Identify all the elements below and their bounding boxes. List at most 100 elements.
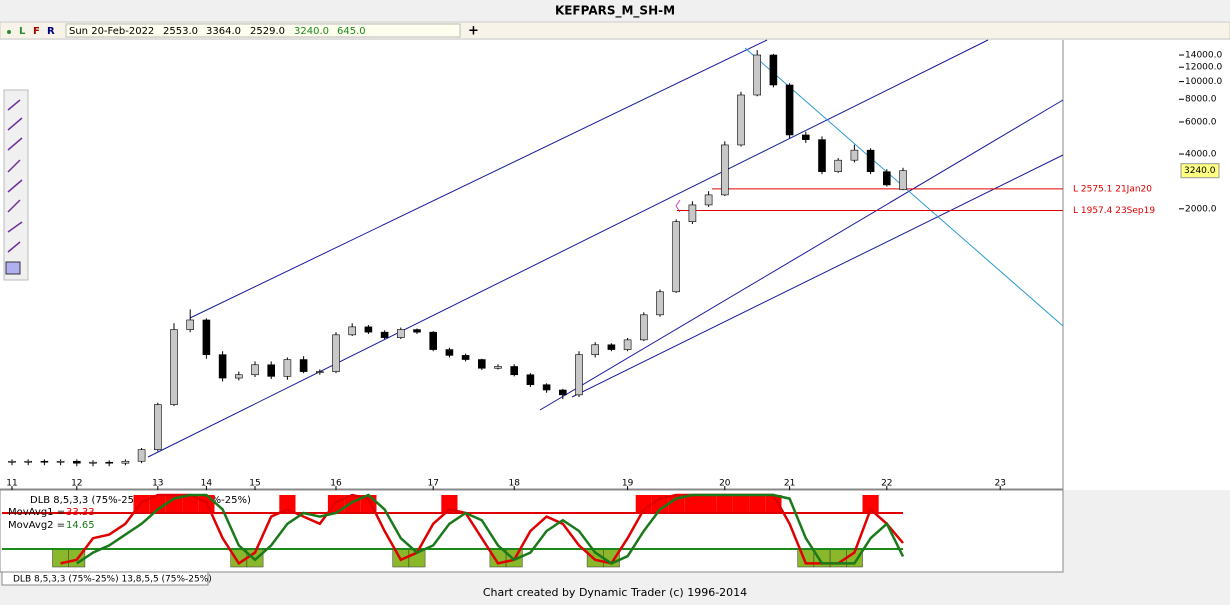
overbought-zone (441, 495, 458, 513)
y-tick-label: 8000.0 (1185, 95, 1217, 105)
legend-label: MovAvg1 = (8, 507, 65, 518)
candle-body (445, 349, 454, 356)
candle-body (639, 314, 648, 341)
readout-open: 2553.0 (163, 26, 198, 37)
channel-line (147, 39, 989, 458)
candle-body (882, 171, 891, 186)
toolbar-button[interactable]: L (19, 26, 26, 37)
overbought-zone (165, 495, 183, 513)
candle-body (801, 134, 810, 140)
candle-body (834, 159, 843, 172)
level-label: L 2575.1 21Jan20 (1073, 184, 1152, 194)
candle-body (704, 194, 713, 206)
overbought-zone (765, 495, 782, 513)
x-tick-label: 19 (622, 479, 634, 489)
candle-body (8, 460, 16, 463)
candle-body (121, 460, 130, 464)
candle-body (24, 460, 33, 463)
candle-body (364, 326, 373, 333)
candle-body (267, 364, 276, 377)
candle-body (170, 329, 178, 405)
tool-palette (3, 89, 29, 281)
footer: Chart created by Dynamic Trader (c) 1996… (483, 586, 747, 599)
readout-close: 3240.0 (294, 26, 329, 37)
readout-volume: 645.0 (337, 26, 366, 37)
oversold-zone (52, 548, 69, 568)
toolbar-button[interactable]: R (47, 26, 55, 37)
candle-body (429, 331, 438, 350)
overbought-zone (635, 495, 652, 513)
candle-body (332, 334, 340, 372)
level-label: L 1957.4 23Sep19 (1073, 206, 1155, 216)
candle-body (542, 384, 551, 391)
y-tick-label: 4000.0 (1185, 150, 1217, 160)
readout-date: Sun 20-Feb-2022 (69, 26, 154, 37)
panel-tab[interactable] (1, 571, 209, 586)
candle-body (850, 149, 859, 161)
candle-body (785, 84, 794, 136)
crosshair-icon[interactable]: + (468, 24, 479, 39)
overbought-zone (684, 495, 701, 513)
candle-body (461, 355, 470, 360)
candle-body (235, 374, 243, 379)
candle-body (591, 344, 600, 355)
legend-value: 14.65 (66, 520, 95, 531)
candle-body (753, 54, 762, 96)
y-tick-label: 12000.0 (1185, 63, 1222, 73)
channel-lines (147, 39, 1064, 458)
x-tick-label: 12 (71, 479, 82, 489)
candle-body (866, 149, 875, 172)
x-tick-label: 17 (427, 479, 438, 489)
tool-icon[interactable] (5, 261, 21, 275)
readout-low: 2529.0 (250, 26, 285, 37)
x-tick-label: 18 (508, 479, 520, 489)
chart-title: KEFPARS_M_SH-M (555, 4, 675, 19)
candle-body (186, 319, 194, 330)
channel-line (539, 99, 1064, 411)
candle-body (137, 449, 146, 462)
overbought-zone (279, 495, 296, 513)
last-price: 3240.0 (1184, 166, 1216, 176)
candle-body (154, 404, 162, 450)
candle-body (283, 359, 292, 377)
candle-body (737, 94, 745, 146)
overbought-zone (651, 495, 669, 513)
readout-high: 3364.0 (206, 26, 241, 37)
legend-value: 33.33 (66, 507, 95, 518)
candle-body (218, 354, 227, 379)
candle-body (315, 371, 324, 373)
tool-icons[interactable] (7, 99, 23, 253)
candle-body (818, 139, 826, 172)
toolbar-button[interactable]: F (33, 26, 40, 37)
overbought-zone (182, 495, 199, 513)
overbought-zone (149, 495, 166, 513)
candle-body (494, 366, 502, 369)
channel-line (571, 154, 1064, 398)
candle-body (656, 291, 664, 316)
x-tick-label: 15 (249, 479, 260, 489)
overbought-zone (749, 495, 766, 513)
candle-body (623, 339, 632, 350)
candle-body (672, 221, 681, 293)
panel-tab-label[interactable]: DLB 8,5,3,3 (75%-25%) 13,8,5,5 (75%-25%) (13, 575, 212, 585)
candle-body (380, 331, 389, 338)
y-tick-label: 14000.0 (1185, 51, 1222, 61)
x-tick-label: 16 (330, 479, 342, 489)
overbought-zone (700, 495, 717, 513)
y-tick-label: 2000.0 (1185, 204, 1217, 214)
candle-body (202, 319, 211, 355)
y-tick-label: 10000.0 (1185, 77, 1222, 87)
candle-body (899, 170, 907, 190)
candle-body (105, 461, 113, 464)
candle-body (575, 354, 583, 396)
candle-body (720, 144, 729, 196)
candle-body (413, 329, 421, 333)
candle-body (558, 389, 567, 396)
candle-body (73, 460, 81, 464)
x-tick-label: 11 (6, 479, 17, 489)
plot-area (0, 40, 1230, 490)
overbought-zone (716, 495, 733, 513)
status-dot (7, 30, 11, 34)
readout-box (65, 23, 461, 38)
